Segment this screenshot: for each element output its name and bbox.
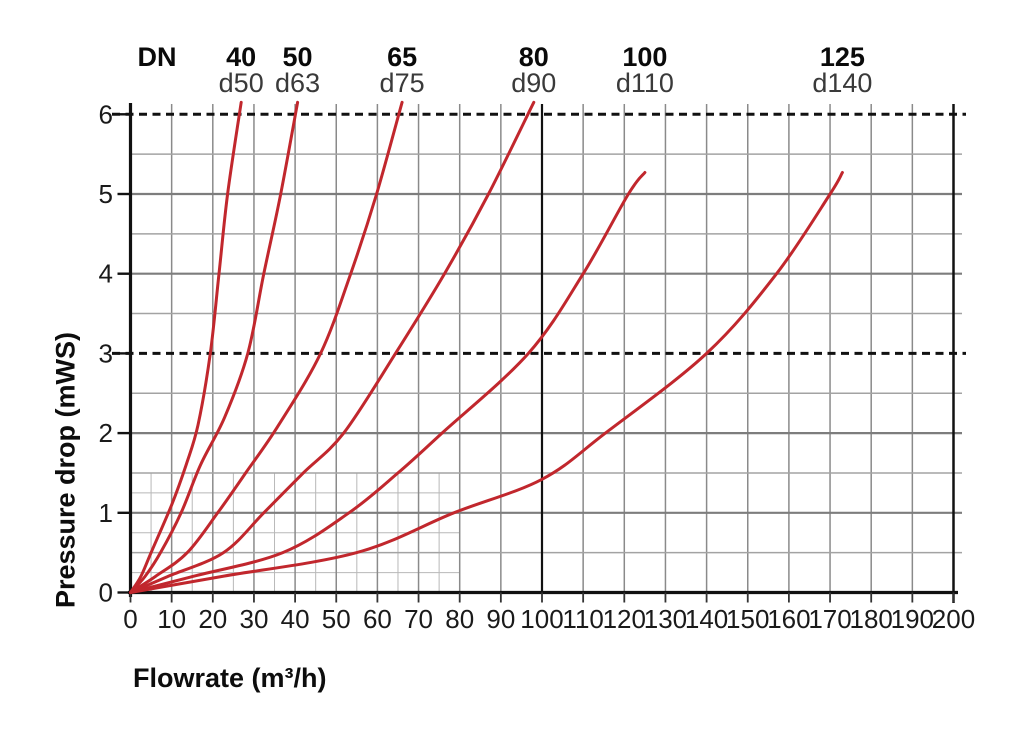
x-axis-title: Flowrate (m³/h): [133, 663, 327, 693]
y-tick-label: 5: [99, 179, 113, 209]
curve-dn50: [129, 100, 300, 594]
curve-dn100: [129, 171, 647, 594]
pipe-diameter-label: d50: [219, 68, 264, 98]
pipe-diameter-label: d110: [616, 68, 674, 98]
dn-header-label: DN: [138, 42, 177, 72]
y-axis-title: Pressure drop (mWS): [50, 331, 81, 609]
y-tick-label: 4: [99, 259, 113, 289]
curve-dn65: [129, 100, 404, 594]
curve-dn40: [129, 100, 243, 594]
x-tick-label: 160: [767, 604, 810, 634]
y-tick-label: 6: [99, 99, 113, 129]
x-tick-label: 200: [932, 604, 975, 634]
y-tick-label: 2: [99, 418, 113, 448]
x-tick-label: 20: [198, 604, 227, 634]
x-tick-label: 140: [685, 604, 728, 634]
x-tick-label: 120: [603, 604, 646, 634]
x-tick-label: 40: [281, 604, 310, 634]
dn-size-label: 125: [820, 42, 865, 72]
x-tick-label: 150: [726, 604, 769, 634]
curve-dn80: [129, 100, 536, 594]
curve-dn125: [129, 171, 844, 594]
dn-size-label: 40: [226, 42, 256, 72]
pipe-diameter-label: d63: [275, 68, 320, 98]
x-tick-label: 80: [445, 604, 474, 634]
dn-size-label: 100: [622, 42, 667, 72]
y-tick-label: 0: [99, 578, 113, 608]
dn-size-label: 65: [387, 42, 417, 72]
x-tick-label: 100: [520, 604, 563, 634]
dn-size-label: 80: [519, 42, 549, 72]
x-tick-label: 130: [644, 604, 687, 634]
x-tick-label: 110: [562, 604, 603, 634]
y-tick-label: 3: [99, 338, 113, 368]
x-tick-label: 10: [157, 604, 186, 634]
pipe-diameter-label: d140: [812, 68, 872, 98]
x-tick-label: 60: [363, 604, 392, 634]
dn-size-label: 50: [283, 42, 313, 72]
pipe-diameter-label: d75: [380, 68, 425, 98]
x-tick-label: 70: [404, 604, 433, 634]
x-tick-label: 170: [808, 604, 851, 634]
x-tick-label: 190: [891, 604, 934, 634]
y-tick-label: 1: [99, 498, 113, 528]
x-tick-label: 180: [850, 604, 893, 634]
x-tick-label: 50: [322, 604, 351, 634]
x-tick-label: 90: [486, 604, 515, 634]
x-tick-label: 30: [239, 604, 268, 634]
pipe-diameter-label: d90: [511, 68, 556, 98]
x-tick-label: 0: [123, 604, 137, 634]
